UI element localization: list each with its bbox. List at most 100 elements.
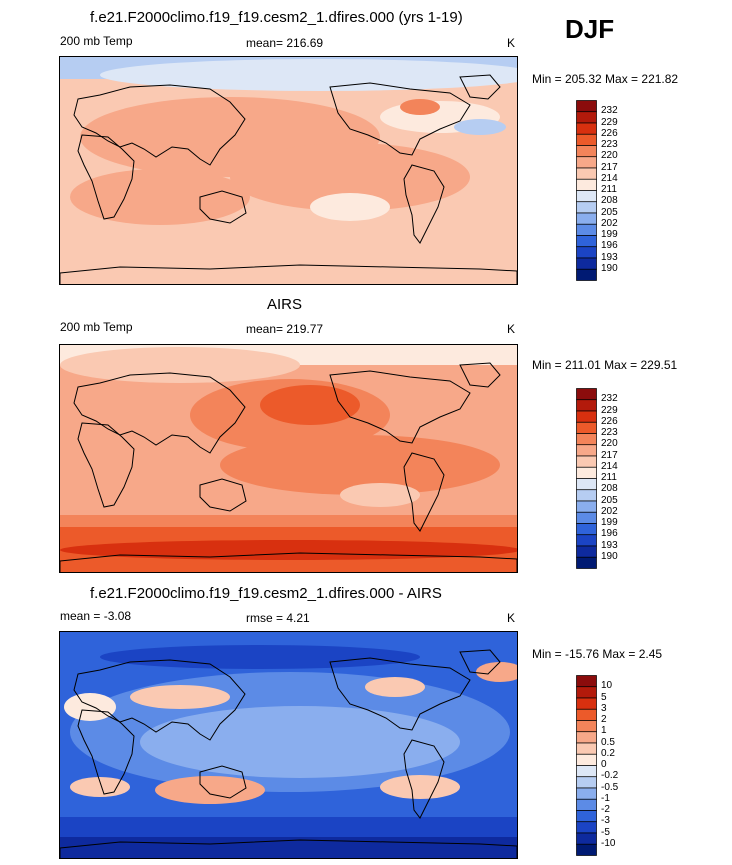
colorbar-tick-label: -10	[601, 837, 616, 849]
colorbar-box	[576, 122, 597, 135]
coastline	[329, 657, 471, 731]
coastline	[199, 765, 247, 799]
colorbar-box	[576, 178, 597, 191]
colorbar-box	[576, 246, 597, 259]
colorbar-boxes	[576, 675, 597, 856]
colorbar-tick-label: 220	[601, 438, 618, 450]
panel-3-map-svg	[60, 632, 517, 858]
panel-1-title: f.e21.F2000climo.f19_f19.cesm2_1.dfires.…	[90, 9, 463, 26]
colorbar-box	[576, 511, 597, 524]
colorbar-tick-label: 0.5	[601, 736, 615, 748]
coastline	[199, 190, 247, 224]
contour-region	[70, 169, 250, 225]
colorbar-box	[576, 798, 597, 811]
coastline	[403, 164, 445, 244]
panel-1-map	[59, 56, 518, 285]
colorbar-boxes	[576, 388, 597, 569]
coastline	[459, 362, 501, 388]
colorbar-box	[576, 111, 597, 124]
colorbar-box	[576, 545, 597, 558]
season-label: DJF	[565, 14, 615, 44]
colorbar-tick-label: 223	[601, 427, 618, 438]
coastline	[77, 422, 135, 508]
contour-region	[310, 193, 390, 221]
panel-3-title: f.e21.F2000climo.f19_f19.cesm2_1.dfires.…	[90, 585, 442, 602]
colorbar-box	[576, 708, 597, 721]
colorbar-tick-label: 208	[601, 195, 618, 207]
colorbar-tick-label: 211	[601, 184, 617, 195]
coastline	[403, 452, 445, 532]
colorbar-box	[576, 212, 597, 225]
colorbar-box	[576, 268, 597, 281]
colorbar-box	[576, 190, 597, 203]
colorbar-box	[576, 523, 597, 536]
colorbar-tick-label: 205	[601, 494, 618, 506]
coastlines	[60, 362, 517, 572]
panel-3-colorbar: 10 5 3 2 1 0.5 0.2 0 -0.2 -0.5 -1 -2 -3 -5 -10	[576, 675, 656, 856]
colorbar-box	[576, 832, 597, 845]
colorbar-tick-label: -5	[601, 826, 610, 838]
panel-2-center-label: mean= 219.77	[246, 322, 324, 336]
colorbar-box	[576, 433, 597, 446]
coastline	[60, 552, 517, 572]
colorbar-tick-label: -0.2	[601, 770, 619, 782]
colorbar-boxes	[576, 100, 597, 281]
colorbar-box	[576, 145, 597, 158]
contour-region	[365, 677, 425, 697]
contour-region	[476, 662, 517, 682]
colorbar-tick-label: 1	[601, 725, 607, 737]
colorbar-box	[576, 167, 597, 180]
panel-1-minmax: Min = 205.32 Max = 221.82	[532, 72, 679, 86]
contour-region	[260, 385, 360, 425]
colorbar-box	[576, 500, 597, 513]
contour-fill	[60, 345, 517, 572]
colorbar-tick-label: 0.2	[601, 747, 615, 759]
panel-1-center-label: mean= 216.69	[246, 36, 324, 50]
contour-region	[340, 483, 420, 507]
colorbar-tick-label: 202	[601, 217, 618, 229]
panel-1-units: K	[507, 36, 516, 50]
contour-region	[100, 645, 420, 669]
panel-2-map	[59, 344, 518, 573]
coastline	[329, 82, 471, 156]
colorbar-tick-label: 0	[601, 759, 607, 770]
contour-region	[155, 776, 265, 804]
colorbar-box	[576, 787, 597, 800]
coastline	[60, 839, 517, 858]
colorbar-tick-label: 226	[601, 127, 618, 139]
colorbar-tick-label: 208	[601, 483, 618, 495]
colorbar-box	[576, 466, 597, 479]
colorbar-box	[576, 534, 597, 547]
colorbar-box	[576, 455, 597, 468]
colorbar-box	[576, 201, 597, 214]
colorbar-tick-label: -3	[601, 815, 610, 827]
colorbar-box	[576, 843, 597, 856]
panel-1-left-label: 200 mb Temp	[60, 34, 133, 48]
panel-2-minmax: Min = 211.01 Max = 229.51	[532, 358, 678, 372]
colorbar-tick-label: 3	[601, 702, 607, 714]
colorbar-tick-label: 223	[601, 139, 618, 150]
colorbar-tick-label: 5	[601, 691, 607, 703]
colorbar-box	[576, 720, 597, 733]
colorbar-tick-label: 205	[601, 206, 618, 218]
colorbar-box	[576, 810, 597, 823]
contour-region	[70, 777, 130, 797]
colorbar-tick-label: 232	[601, 105, 618, 117]
colorbar-tick-label: 193	[601, 251, 618, 263]
colorbar-tick-label: -2	[601, 804, 610, 815]
colorbar-box	[576, 675, 597, 688]
colorbar-tick-label: 196	[601, 240, 618, 252]
panel-3-map	[59, 631, 518, 859]
colorbar-tick-label: 211	[601, 472, 617, 483]
coastline	[459, 74, 501, 100]
colorbar-tick-label: 217	[601, 449, 618, 461]
colorbar-tick-label: 229	[601, 404, 618, 416]
colorbar-box	[576, 235, 597, 248]
colorbar-box	[576, 731, 597, 744]
contour-region	[400, 99, 440, 115]
colorbar-tick-label: 190	[601, 262, 618, 274]
colorbar-tick-label: 10	[601, 680, 613, 692]
coastlines	[60, 74, 517, 284]
contour-fill	[60, 57, 517, 284]
contour-region	[140, 706, 460, 778]
